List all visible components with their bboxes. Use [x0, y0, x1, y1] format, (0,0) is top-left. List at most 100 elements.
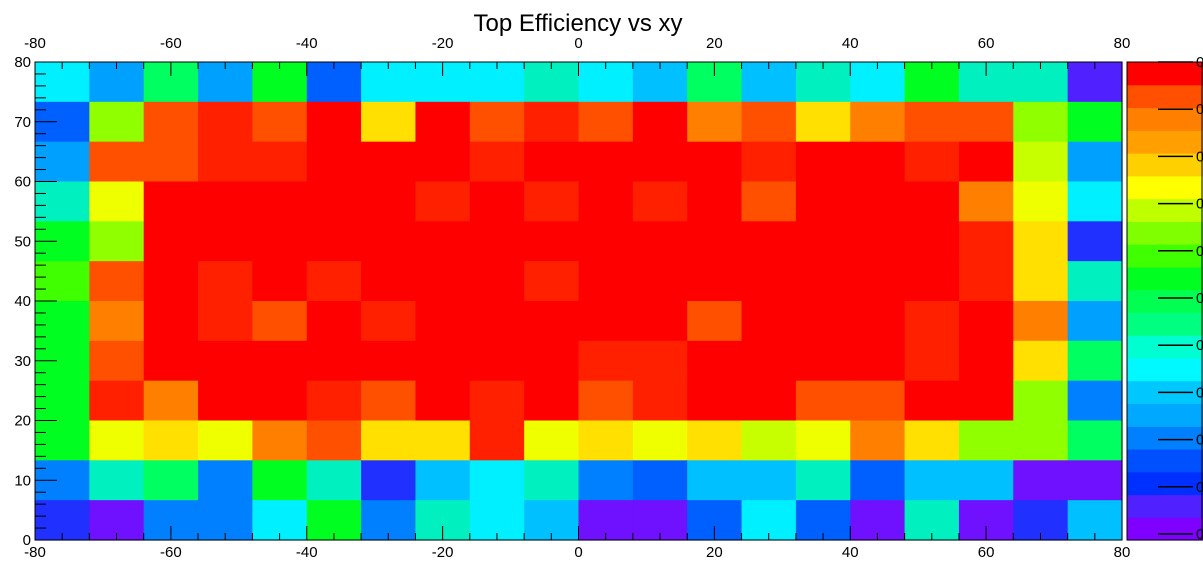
heatmap-cell	[1013, 460, 1069, 501]
heatmap-cell	[632, 420, 688, 461]
heatmap-cell	[632, 380, 688, 422]
x-tick-label-top: 80	[1114, 35, 1131, 52]
y-tick-label: 70	[14, 114, 31, 131]
heatmap-cell	[1067, 221, 1123, 262]
heatmap-cell	[469, 261, 525, 302]
x-tick-label: -60	[160, 544, 182, 561]
colorbar-segment	[1127, 107, 1203, 131]
heatmap-cell	[578, 261, 634, 302]
x-tick-label: 40	[842, 544, 859, 561]
colorbar-segment	[1127, 448, 1203, 473]
heatmap-cell	[35, 181, 90, 222]
heatmap-cell	[198, 301, 253, 342]
heatmap-cell	[1067, 460, 1123, 501]
heatmap-cell	[143, 460, 199, 501]
heatmap-cell	[1067, 101, 1123, 143]
heatmap-cell	[306, 420, 362, 461]
heatmap-cell	[252, 261, 308, 302]
x-tick-label-top: 20	[706, 35, 723, 52]
heatmap-cell	[198, 141, 253, 183]
heatmap-cell	[252, 420, 308, 461]
heatmap-cell	[1013, 340, 1069, 382]
heatmap-cell	[143, 340, 199, 382]
heatmap-cell	[524, 420, 580, 461]
heatmap-cell	[361, 181, 417, 222]
colorbar-segment	[1127, 357, 1203, 382]
y-tick-label: 30	[14, 353, 31, 370]
heatmap-cell	[415, 420, 471, 461]
heatmap-cell	[741, 101, 797, 143]
heatmap-cell	[687, 340, 743, 382]
heatmap-cell	[198, 181, 253, 222]
heatmap-cell	[904, 221, 960, 262]
heatmap-cell	[795, 221, 851, 262]
heatmap-cell	[904, 301, 960, 342]
heatmap-cell	[143, 101, 199, 143]
heatmap-cell	[741, 261, 797, 302]
heatmap-cell	[198, 380, 253, 422]
heatmap-cell	[524, 301, 580, 342]
heatmap-cell	[850, 101, 906, 143]
heatmap-cell	[904, 141, 960, 183]
heatmap-cell	[741, 181, 797, 222]
heatmap-cell	[850, 340, 906, 382]
heatmap-cell	[198, 420, 253, 461]
x-tick-label-top: 60	[978, 35, 995, 52]
colorbar-segment	[1127, 471, 1203, 496]
heatmap-cell	[306, 181, 362, 222]
colorbar-tick-label: 0	[1196, 243, 1203, 260]
x-tick-label-top: 40	[842, 35, 859, 52]
heatmap-cell	[35, 141, 90, 183]
chart-title: Top Efficiency vs xy	[474, 10, 683, 37]
heatmap-cell	[89, 101, 145, 143]
x-tick-label: 60	[978, 544, 995, 561]
colorbar-segment	[1127, 426, 1203, 450]
colorbar-tick-label: 0	[1196, 479, 1203, 496]
heatmap-cell	[1013, 380, 1069, 422]
heatmap-cell	[524, 340, 580, 382]
heatmap-cell	[958, 181, 1014, 222]
heatmap-cell	[795, 101, 851, 143]
heatmap-cell	[741, 420, 797, 461]
heatmap-cell	[198, 221, 253, 262]
heatmap-cell	[89, 221, 145, 262]
heatmap-cell	[850, 141, 906, 183]
heatmap-cell	[687, 261, 743, 302]
x-tick-label-top: 0	[574, 35, 582, 52]
colorbar-tick-label: 0	[1196, 196, 1203, 213]
heatmap-cell	[578, 301, 634, 342]
colorbar-segment	[1127, 84, 1203, 109]
heatmap-cells	[35, 62, 1123, 541]
heatmap-cell	[415, 101, 471, 143]
colorbar-tick-label: 0	[1196, 337, 1203, 354]
heatmap-cell	[578, 101, 634, 143]
heatmap-cell	[524, 380, 580, 422]
heatmap-cell	[306, 221, 362, 262]
heatmap-cell	[524, 460, 580, 501]
heatmap-cell	[795, 141, 851, 183]
heatmap-cell	[469, 221, 525, 262]
heatmap-cell	[361, 460, 417, 501]
colorbar-segment	[1127, 130, 1203, 154]
heatmap-cell	[632, 221, 688, 262]
colorbar-segment	[1127, 494, 1203, 518]
x-tick-label: 0	[574, 544, 582, 561]
heatmap-cell	[89, 380, 145, 422]
heatmap-cell	[850, 460, 906, 501]
heatmap-cell	[632, 301, 688, 342]
y-tick-label: 20	[14, 413, 31, 430]
heatmap-cell	[632, 261, 688, 302]
heatmap-cell	[361, 380, 417, 422]
heatmap-cell	[1067, 380, 1123, 422]
y-tick-label: 60	[14, 174, 31, 191]
heatmap-cell	[904, 261, 960, 302]
heatmap-cell	[143, 301, 199, 342]
heatmap-cell	[469, 141, 525, 183]
heatmap-cell	[958, 141, 1014, 183]
heatmap-cell	[252, 221, 308, 262]
x-tick-label: 20	[706, 544, 723, 561]
heatmap-cell	[415, 301, 471, 342]
heatmap-cell	[578, 181, 634, 222]
heatmap-cell	[1013, 261, 1069, 302]
